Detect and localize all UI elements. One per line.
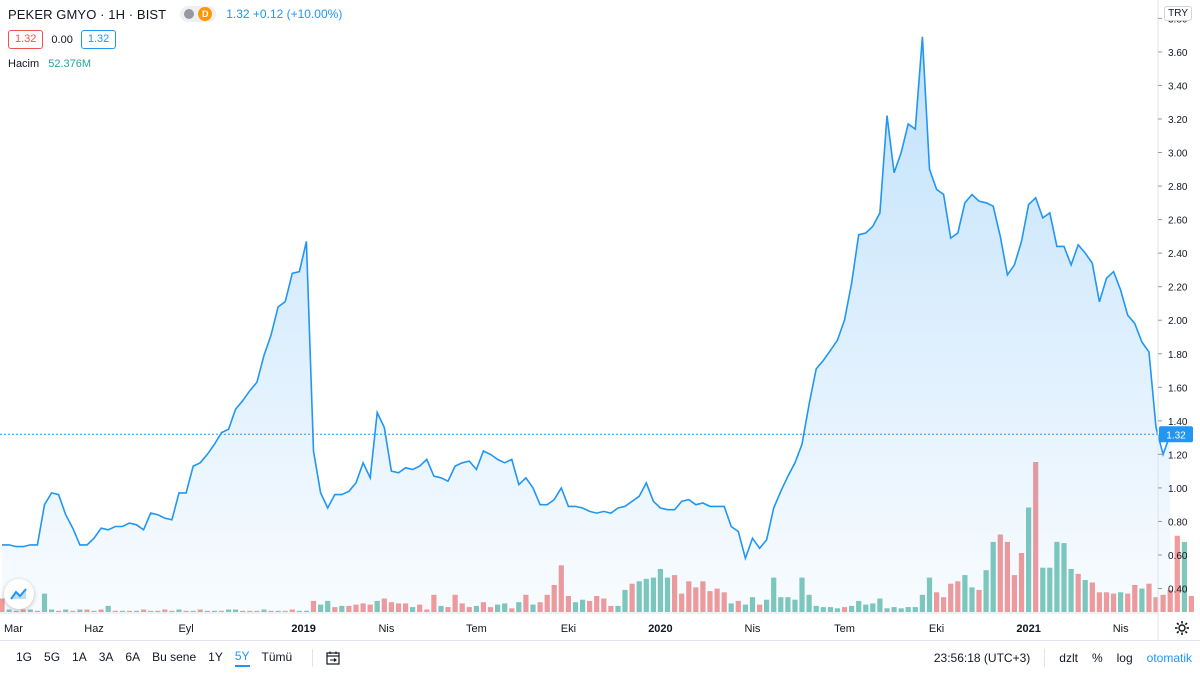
time-tick-label: Mar bbox=[4, 623, 23, 635]
timeframe-selector: 1G 5G 1A 3A 6A Bu sene 1Y 5Y Tümü bbox=[16, 649, 304, 667]
volume-bar bbox=[1174, 535, 1180, 612]
spread-value: 0.00 bbox=[51, 33, 73, 46]
time-tick-label: Eki bbox=[929, 623, 944, 635]
adjust-toggle[interactable]: dzlt bbox=[1059, 651, 1078, 665]
price-tick-label: 0.80 bbox=[1168, 517, 1188, 528]
volume-legend[interactable]: Hacim 52.376M bbox=[8, 58, 91, 70]
auto-scale-toggle[interactable]: otomatik bbox=[1146, 651, 1192, 665]
timeframe-bu-sene[interactable]: Bu sene bbox=[152, 649, 197, 664]
price-tick-label: 3.20 bbox=[1168, 115, 1188, 126]
volume-bar bbox=[1181, 541, 1187, 612]
toolbar-divider-right bbox=[1044, 649, 1046, 667]
calendar-range-icon[interactable] bbox=[325, 650, 341, 666]
market-status-dot bbox=[184, 9, 195, 19]
price-tick-label: 2.60 bbox=[1168, 216, 1188, 227]
price-tick-label: 0.60 bbox=[1168, 551, 1188, 562]
price-tick-label: 3.00 bbox=[1168, 149, 1188, 160]
price-tick-label: 1.40 bbox=[1168, 417, 1188, 428]
price-chart[interactable]: 0.40 0.60 0.80 1.00 1.20 1.40 1.60 1.80 2.00 2.20… bbox=[0, 0, 1200, 640]
bid-ask-row: 1.32 0.00 1.32 bbox=[8, 30, 117, 49]
timeframe-1g[interactable]: 1G bbox=[16, 649, 33, 664]
time-axis[interactable]: Mar Haz Eyl 2019 Nis Tem Eki 2020 Nis Tem Eki 2021 N… bbox=[0, 612, 1200, 635]
volume-value: 52.376M bbox=[48, 58, 92, 70]
currency-badge[interactable]: TRY bbox=[1164, 6, 1192, 21]
log-scale-toggle[interactable]: log bbox=[1116, 651, 1133, 665]
volume-label: Hacim bbox=[8, 58, 40, 70]
time-tick-label: 2019 bbox=[291, 623, 315, 635]
price-tick-label: 0.40 bbox=[1168, 585, 1188, 596]
time-tick-label: Nis bbox=[1113, 623, 1129, 635]
price-tick-label: 1.20 bbox=[1168, 450, 1188, 461]
price-tick-label: 3.40 bbox=[1168, 81, 1188, 92]
time-tick-label: Tem bbox=[834, 623, 855, 635]
timeframe-1a[interactable]: 1A bbox=[72, 649, 87, 664]
last-price-tag: 1.32 bbox=[1159, 426, 1193, 443]
timeframe-6a[interactable]: 6A bbox=[125, 649, 141, 664]
timeframe-1y[interactable]: 1Y bbox=[208, 649, 223, 664]
timeframe-5g[interactable]: 5G bbox=[44, 649, 61, 664]
bid-price-button[interactable]: 1.32 bbox=[8, 30, 44, 49]
last-price-tag-bg bbox=[1159, 426, 1193, 443]
price-tick-label: 1.80 bbox=[1168, 350, 1188, 361]
time-tick-label: 2021 bbox=[1016, 623, 1040, 635]
ask-price-button[interactable]: 1.32 bbox=[80, 30, 117, 49]
volume-bar bbox=[1188, 596, 1194, 612]
time-tick-label: Nis bbox=[378, 623, 394, 635]
price-tick-label: 2.40 bbox=[1168, 249, 1188, 260]
price-tick-label: 2.20 bbox=[1168, 283, 1188, 294]
percent-scale-toggle[interactable]: % bbox=[1091, 651, 1103, 665]
price-tick-label: 1.00 bbox=[1168, 484, 1188, 495]
clock-timezone[interactable]: 23:56:18 (UTC+3) bbox=[933, 651, 1031, 665]
market-status-pill[interactable]: D bbox=[180, 6, 217, 22]
time-tick-label: 2020 bbox=[648, 623, 672, 635]
price-line bbox=[2, 36, 1171, 562]
timeframe-3a[interactable]: 3A bbox=[98, 649, 114, 664]
tradingview-logo-icon[interactable] bbox=[4, 579, 34, 609]
price-tick-label: 1.60 bbox=[1168, 383, 1188, 394]
quote-change: 1.32 +0.12 (+10.00%) bbox=[226, 7, 343, 21]
toolbar-right: 23:56:18 (UTC+3) dzlt % log otomatik bbox=[920, 641, 1192, 675]
time-tick-label: Eyl bbox=[178, 623, 193, 635]
timeframe-tümü[interactable]: Tümü bbox=[261, 649, 293, 664]
time-tick-label: Eki bbox=[561, 623, 576, 635]
price-tick-label: 2.80 bbox=[1168, 182, 1188, 193]
symbol-header: PEKER GMYO · 1H · BIST D 1.32 +0.12 (+10… bbox=[8, 6, 342, 22]
gear-icon[interactable] bbox=[1174, 620, 1190, 636]
price-tick-label: 3.60 bbox=[1168, 48, 1188, 59]
price-area-fill bbox=[2, 36, 1171, 613]
delayed-badge: D bbox=[198, 7, 213, 21]
price-tick-label: 2.00 bbox=[1168, 316, 1188, 327]
symbol-title[interactable]: PEKER GMYO · 1H · BIST bbox=[8, 6, 167, 22]
timeframe-5y[interactable]: 5Y bbox=[234, 649, 250, 667]
time-tick-label: Nis bbox=[745, 623, 761, 635]
toolbar-divider bbox=[312, 648, 314, 667]
last-price-tag-label: 1.32 bbox=[1166, 430, 1186, 441]
time-tick-label: Tem bbox=[466, 623, 487, 635]
time-tick-label: Haz bbox=[84, 623, 104, 635]
bottom-toolbar: 1G 5G 1A 3A 6A Bu sene 1Y 5Y Tümü 23:56:18 (UTC+… bbox=[0, 640, 1200, 674]
